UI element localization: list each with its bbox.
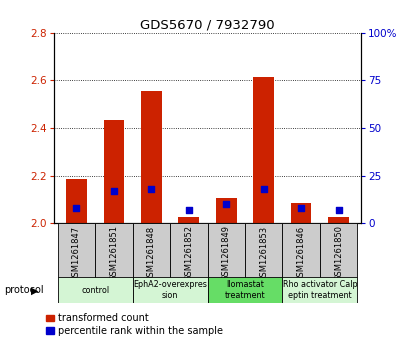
Text: Rho activator Calp
eptin treatment: Rho activator Calp eptin treatment (283, 280, 357, 300)
Point (110, 188, 117, 194)
Bar (95, 223, 133, 278)
Bar (178, 217, 199, 223)
Text: GSM1261853: GSM1261853 (259, 225, 268, 282)
Bar (104, 120, 124, 223)
Point (298, 205, 305, 211)
Point (260, 186, 267, 192)
Bar (320, 223, 357, 278)
Title: GDS5670 / 7932790: GDS5670 / 7932790 (140, 19, 275, 32)
Bar (170, 223, 208, 278)
Point (186, 207, 192, 213)
Bar (282, 277, 357, 303)
Point (223, 201, 229, 207)
Bar (254, 77, 274, 223)
Bar (133, 223, 170, 278)
Point (73, 205, 80, 211)
Text: GSM1261847: GSM1261847 (72, 225, 81, 282)
Text: EphA2-overexpres
sion: EphA2-overexpres sion (133, 280, 207, 300)
Bar (58, 223, 95, 278)
Text: GSM1261850: GSM1261850 (334, 225, 343, 281)
Text: GSM1261851: GSM1261851 (110, 225, 118, 281)
Text: GSM1261852: GSM1261852 (184, 225, 193, 281)
Bar (58, 277, 133, 303)
Legend: transformed count, percentile rank within the sample: transformed count, percentile rank withi… (46, 313, 223, 336)
Bar (245, 223, 282, 278)
Text: control: control (81, 286, 109, 294)
Bar (141, 91, 161, 223)
Bar (328, 217, 349, 223)
Text: GSM1261849: GSM1261849 (222, 225, 231, 281)
Text: Ilomastat
treatment: Ilomastat treatment (225, 280, 265, 300)
Text: GSM1261848: GSM1261848 (147, 225, 156, 282)
Text: GSM1261846: GSM1261846 (297, 225, 305, 282)
Bar (133, 277, 208, 303)
Point (148, 186, 155, 192)
Point (335, 207, 342, 213)
Bar (216, 198, 237, 223)
Bar (282, 223, 320, 278)
Text: ▶: ▶ (31, 285, 39, 295)
Bar (208, 277, 282, 303)
Text: protocol: protocol (4, 285, 44, 295)
Bar (66, 179, 87, 223)
Bar (208, 223, 245, 278)
Bar (291, 203, 311, 223)
